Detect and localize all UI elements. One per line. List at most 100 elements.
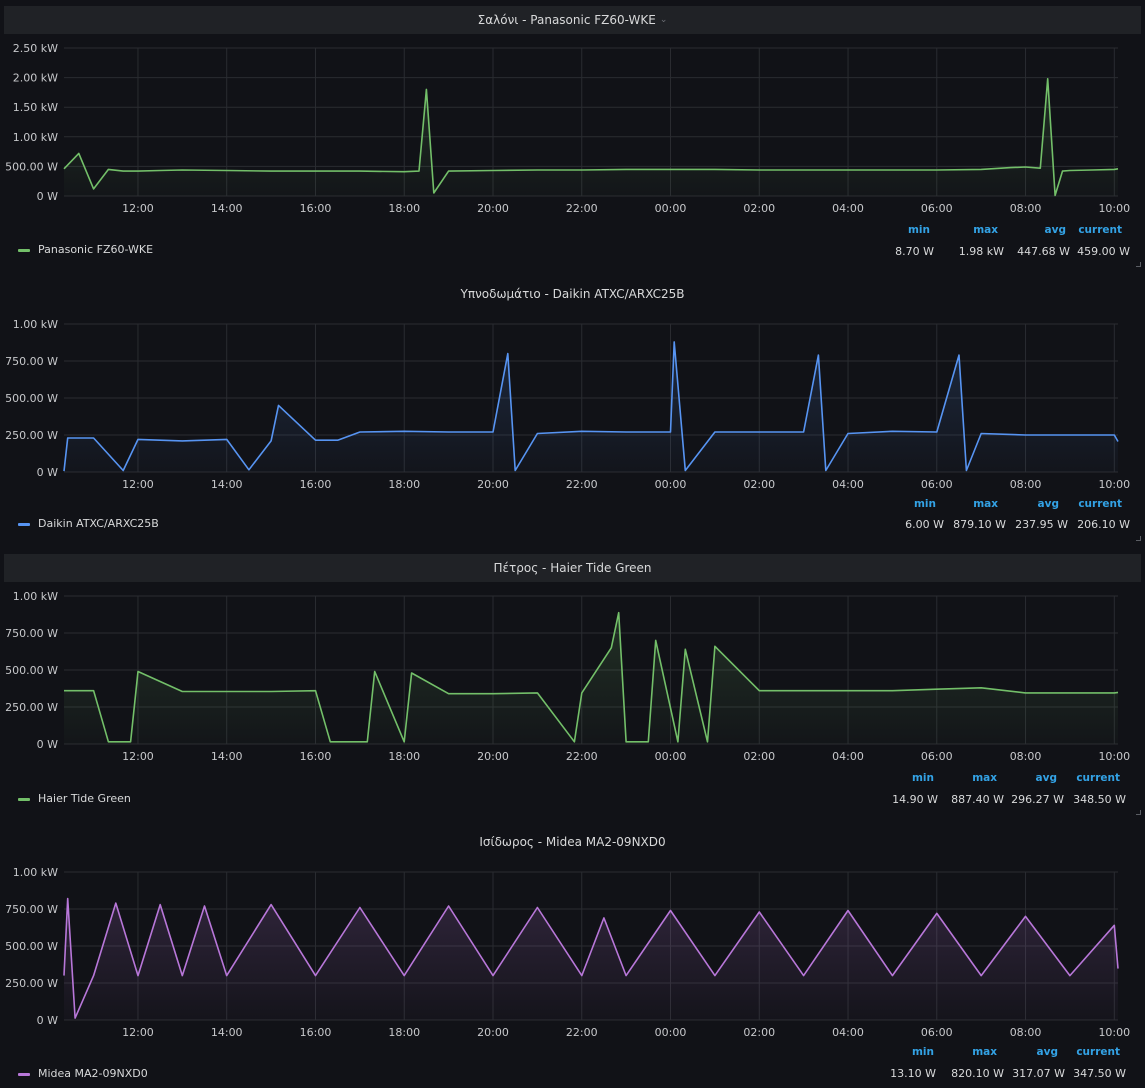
- resize-handle-icon[interactable]: [1136, 810, 1141, 815]
- y-tick-label: 500.00 W: [5, 392, 58, 405]
- resize-handle-icon[interactable]: [1136, 536, 1141, 541]
- x-tick-label: 08:00: [1010, 750, 1042, 763]
- x-tick-label: 22:00: [566, 1026, 598, 1039]
- y-tick-label: 2.00 kW: [13, 72, 58, 85]
- x-tick-label: 04:00: [832, 202, 864, 215]
- legend-swatch-icon: [18, 1073, 30, 1076]
- series-line[interactable]: [64, 611, 1119, 743]
- stat-avg-label[interactable]: avg: [1044, 224, 1066, 236]
- legend-swatch-icon: [18, 798, 30, 801]
- y-tick-label: 0 W: [37, 466, 58, 479]
- stat-max-label[interactable]: max: [973, 498, 998, 510]
- time-series-chart[interactable]: 1.00 kW 750.00 W 500.00 W 250.00 W 0 W 12:00 1…: [0, 316, 1145, 506]
- x-tick-label: 04:00: [832, 1026, 864, 1039]
- stat-min-label[interactable]: min: [911, 772, 934, 784]
- resize-handle-icon[interactable]: [1136, 262, 1141, 267]
- x-tick-label: 22:00: [566, 478, 598, 491]
- x-tick-label: 04:00: [832, 478, 864, 491]
- stat-max-label[interactable]: max: [972, 772, 997, 784]
- x-tick-label: 14:00: [211, 1026, 243, 1039]
- time-series-chart[interactable]: 1.00 kW 750.00 W 500.00 W 250.00 W 0 W 12:00 1…: [0, 588, 1145, 778]
- x-tick-label: 08:00: [1010, 1026, 1042, 1039]
- y-tick-label: 750.00 W: [5, 627, 58, 640]
- panel-title[interactable]: Σαλόνι - Panasonic FZ60-WKE: [477, 13, 656, 27]
- series-area: [64, 898, 1118, 1020]
- stat-avg-label[interactable]: avg: [1035, 772, 1057, 784]
- x-tick-label: 14:00: [211, 202, 243, 215]
- x-tick-label: 20:00: [477, 750, 509, 763]
- stat-min-label[interactable]: min: [913, 498, 936, 510]
- y-tick-label: 2.50 kW: [13, 42, 58, 55]
- stat-avg-value: 296.27 W: [1011, 793, 1064, 806]
- x-tick-label: 02:00: [743, 750, 775, 763]
- x-tick-label: 06:00: [921, 202, 953, 215]
- stat-current-label[interactable]: current: [1078, 224, 1122, 236]
- time-series-chart[interactable]: 2.50 kW 2.00 kW 1.50 kW 1.00 kW 500.00 W 0 W 1…: [0, 40, 1145, 230]
- stat-avg-label[interactable]: avg: [1037, 498, 1059, 510]
- x-tick-label: 10:00: [1098, 478, 1130, 491]
- panel-title-bar[interactable]: Ισίδωρος - Midea MA2-09NXD0: [4, 828, 1141, 856]
- stat-current-value: 459.00 W: [1077, 245, 1130, 258]
- x-tick-label: 08:00: [1010, 202, 1042, 215]
- series-area: [64, 341, 1118, 472]
- x-tick-label: 00:00: [655, 1026, 687, 1039]
- stat-max-label[interactable]: max: [973, 224, 998, 236]
- legend-series-name[interactable]: Midea MA2-09NXD0: [38, 1067, 148, 1080]
- x-tick-label: 02:00: [743, 202, 775, 215]
- stat-min-label[interactable]: min: [907, 224, 930, 236]
- y-tick-label: 500.00 W: [5, 664, 58, 677]
- legend-series-name[interactable]: Daikin ATXC/ARXC25B: [38, 517, 159, 530]
- x-tick-label: 06:00: [921, 478, 953, 491]
- stat-avg-value: 237.95 W: [1015, 518, 1068, 531]
- panel-title-bar[interactable]: Υπνοδωμάτιο - Daikin ATXC/ARXC25B: [4, 280, 1141, 308]
- x-tick-label: 12:00: [122, 478, 154, 491]
- series-line[interactable]: [63, 78, 1119, 197]
- panel-title-bar[interactable]: Πέτρος - Haier Tide Green: [4, 554, 1141, 582]
- panel-title[interactable]: Πέτρος - Haier Tide Green: [493, 561, 652, 575]
- x-tick-label: 16:00: [300, 478, 332, 491]
- stat-max-value: 820.10 W: [951, 1067, 1004, 1080]
- panel-title[interactable]: Υπνοδωμάτιο - Daikin ATXC/ARXC25B: [460, 287, 685, 301]
- x-tick-label: 18:00: [388, 202, 420, 215]
- series-line[interactable]: [63, 897, 1119, 1019]
- chevron-down-icon[interactable]: ⌄: [659, 15, 668, 25]
- stat-current-label[interactable]: current: [1078, 498, 1122, 510]
- panel-midea: Ισίδωρος - Midea MA2-09NXD0 1.00 kW 750.0…: [0, 826, 1145, 1088]
- panel-title-bar[interactable]: Σαλόνι - Panasonic FZ60-WKE ⌄: [4, 6, 1141, 34]
- y-tick-label: 0 W: [37, 190, 58, 203]
- x-tick-label: 04:00: [832, 750, 864, 763]
- x-tick-label: 16:00: [300, 750, 332, 763]
- stat-avg-label[interactable]: avg: [1036, 1046, 1058, 1058]
- x-tick-label: 18:00: [388, 1026, 420, 1039]
- legend-series-name[interactable]: Haier Tide Green: [38, 792, 131, 805]
- x-tick-label: 00:00: [655, 202, 687, 215]
- legend-swatch-icon: [18, 249, 30, 252]
- y-tick-label: 0 W: [37, 1014, 58, 1027]
- panel-haier: Πέτρος - Haier Tide Green 1.00 kW 750.00 …: [0, 550, 1145, 820]
- y-tick-label: 500.00 W: [5, 160, 58, 173]
- y-tick-label: 250.00 W: [5, 977, 58, 990]
- panel-daikin: Υπνοδωμάτιο - Daikin ATXC/ARXC25B 1.00 k…: [0, 278, 1145, 548]
- stat-max-value: 887.40 W: [951, 793, 1004, 806]
- stat-avg-value: 317.07 W: [1012, 1067, 1065, 1080]
- series-line[interactable]: [63, 341, 1119, 472]
- y-tick-label: 1.00 kW: [13, 318, 58, 331]
- x-tick-label: 12:00: [122, 202, 154, 215]
- x-tick-label: 06:00: [921, 1026, 953, 1039]
- x-tick-label: 18:00: [388, 478, 420, 491]
- stat-min-value: 6.00 W: [905, 518, 944, 531]
- x-tick-label: 16:00: [300, 202, 332, 215]
- time-series-chart[interactable]: 1.00 kW 750.00 W 500.00 W 250.00 W 0 W 12:00 1…: [0, 864, 1145, 1054]
- panel-title[interactable]: Ισίδωρος - Midea MA2-09NXD0: [479, 835, 666, 849]
- y-tick-label: 1.00 kW: [13, 866, 58, 879]
- y-tick-label: 750.00 W: [5, 355, 58, 368]
- x-tick-label: 10:00: [1098, 202, 1130, 215]
- x-tick-label: 00:00: [655, 478, 687, 491]
- stat-max-label[interactable]: max: [972, 1046, 997, 1058]
- legend-series-name[interactable]: Panasonic FZ60-WKE: [38, 243, 154, 256]
- stat-min-label[interactable]: min: [911, 1046, 934, 1058]
- x-tick-label: 00:00: [655, 750, 687, 763]
- y-tick-label: 750.00 W: [5, 903, 58, 916]
- stat-current-label[interactable]: current: [1076, 772, 1120, 784]
- stat-current-label[interactable]: current: [1076, 1046, 1120, 1058]
